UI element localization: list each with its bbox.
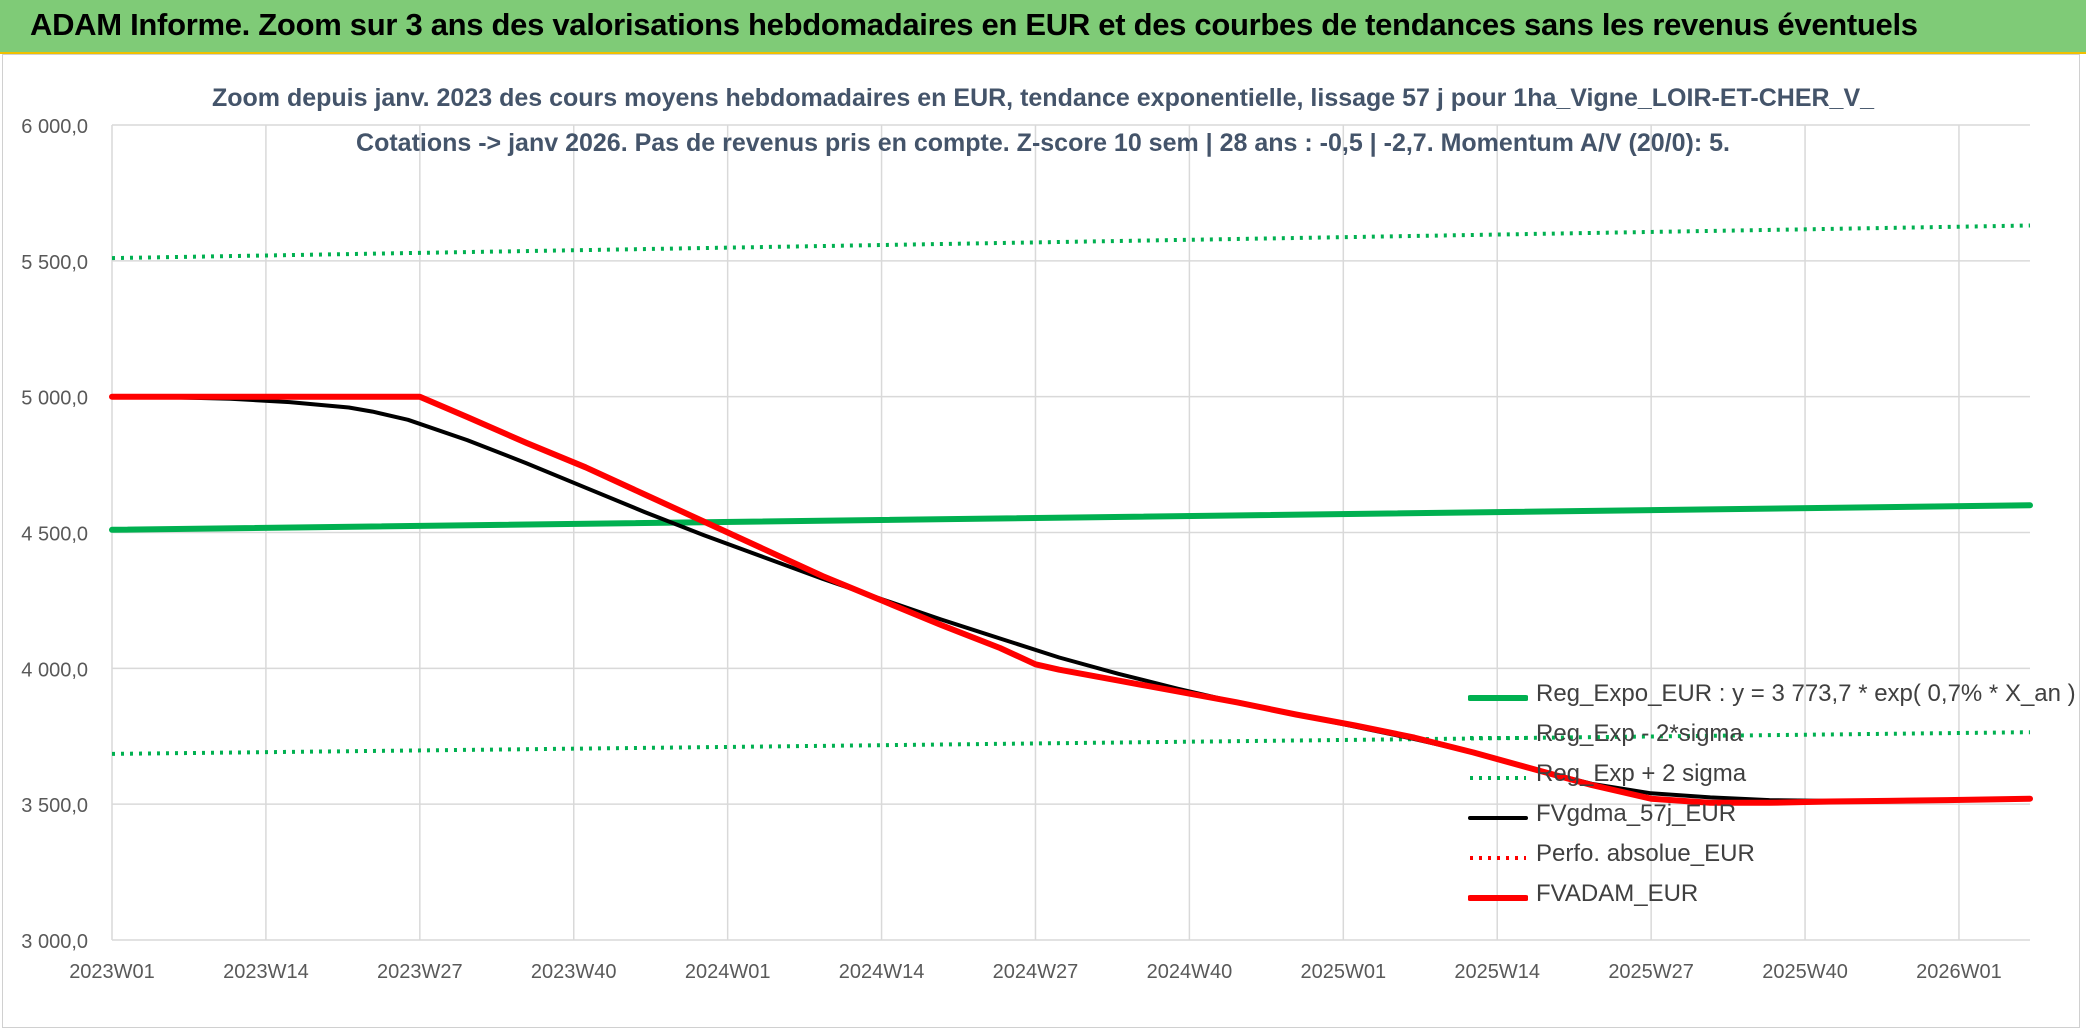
x-tick-label: 2023W01 <box>69 961 155 983</box>
legend-item: Reg_Exp + 2 sigma <box>1468 758 2028 798</box>
chart-subtitle: Cotations -> janv 2026. Pas de revenus p… <box>356 129 1730 157</box>
series-line-3 <box>110 394 2032 803</box>
y-tick-label: 5 000,0 <box>21 388 88 410</box>
x-tick-label: 2023W40 <box>531 961 617 983</box>
report-banner: ADAM Informe. Zoom sur 3 ans des valoris… <box>0 0 2086 54</box>
legend-swatch <box>1470 776 1526 780</box>
series-line-0 <box>109 502 2033 533</box>
x-tick-label: 2026W01 <box>1916 961 2002 983</box>
legend-item: Reg_Exp - 2*sigma <box>1468 718 2028 758</box>
legend-item: FVgdma_57j_EUR <box>1468 798 2028 838</box>
legend-swatch <box>1468 895 1528 901</box>
legend-label: Reg_Exp - 2*sigma <box>1536 720 1743 747</box>
x-tick-label: 2024W01 <box>685 961 771 983</box>
x-tick-label: 2025W40 <box>1762 961 1848 983</box>
y-axis-ticks: 3 000,0 3 500,0 4 000,0 4 500,0 5 000,0 5 500… <box>21 116 88 953</box>
chart-frame <box>2 54 2080 1028</box>
x-tick-label: 2025W01 <box>1300 961 1386 983</box>
legend-label: Perfo. absolue_EUR <box>1536 840 1755 867</box>
series-lines <box>109 223 2033 806</box>
x-tick-label: 2024W40 <box>1147 961 1233 983</box>
chart-title: Zoom depuis janv. 2023 des cours moyens … <box>211 84 1875 112</box>
series-line-5 <box>109 393 2033 806</box>
report-title: ADAM Informe. Zoom sur 3 ans des valoris… <box>30 7 1918 42</box>
x-tick-label: 2023W14 <box>223 961 309 983</box>
x-tick-label: 2025W27 <box>1608 961 1694 983</box>
y-tick-label: 5 500,0 <box>21 252 88 274</box>
legend-swatch <box>1468 816 1528 820</box>
y-tick-label: 3 500,0 <box>21 795 88 817</box>
y-tick-label: 6 000,0 <box>21 116 88 138</box>
legend-item: Perfo. absolue_EUR <box>1468 838 2028 878</box>
x-axis-ticks: 2023W01 2023W14 2023W27 2023W40 2024W01 2024W… <box>69 961 2002 983</box>
legend-swatch <box>1468 695 1528 701</box>
legend-swatch <box>1470 736 1526 740</box>
series-line-2 <box>111 223 2031 261</box>
y-tick-label: 3 000,0 <box>21 931 88 953</box>
chart-legend: Reg_Expo_EUR : y = 3 773,7 * exp( 0,7% *… <box>1468 678 2076 918</box>
y-tick-label: 4 500,0 <box>21 524 88 546</box>
legend-label: Reg_Expo_EUR : y = 3 773,7 * exp( 0,7% *… <box>1536 680 2076 707</box>
legend-label: Reg_Exp + 2 sigma <box>1536 760 1747 787</box>
x-tick-label: 2025W14 <box>1454 961 1540 983</box>
x-tick-label: 2023W27 <box>377 961 463 983</box>
y-tick-label: 4 000,0 <box>21 659 88 681</box>
legend-label: FVADAM_EUR <box>1536 880 1699 907</box>
legend-item: FVADAM_EUR <box>1468 878 2028 918</box>
legend-swatch <box>1470 856 1526 860</box>
x-tick-label: 2024W27 <box>993 961 1079 983</box>
x-tick-label: 2024W14 <box>839 961 925 983</box>
legend-label: FVgdma_57j_EUR <box>1536 800 1737 827</box>
legend-item: Reg_Expo_EUR : y = 3 773,7 * exp( 0,7% *… <box>1468 678 2076 718</box>
